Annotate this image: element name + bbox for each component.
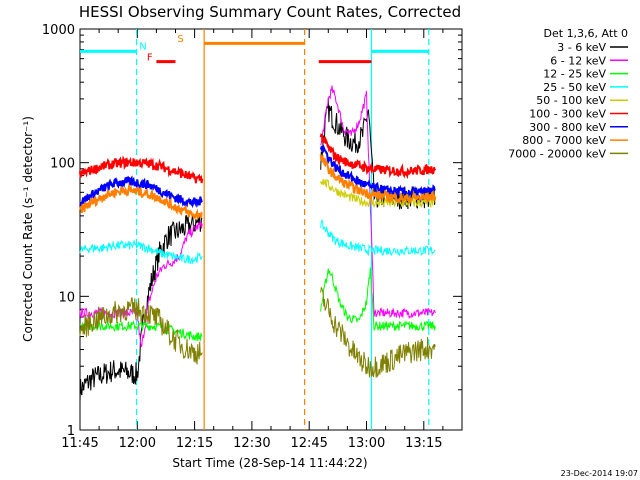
series-line — [320, 267, 436, 332]
x-tick-label: 12:45 — [290, 436, 327, 451]
x-axis-label: Start Time (28-Sep-14 11:44:22) — [172, 456, 367, 470]
series-group — [79, 144, 436, 209]
series-line — [320, 85, 436, 320]
series-line — [320, 219, 436, 257]
flag-label: S — [177, 34, 183, 45]
legend-label: 3 - 6 keV — [557, 41, 606, 54]
x-tick-label: 12:15 — [176, 436, 213, 451]
series-line — [79, 220, 203, 348]
legend-label: 100 - 300 keV — [529, 108, 606, 121]
x-tick-label: 12:30 — [233, 436, 270, 451]
legend-label: 12 - 25 keV — [543, 68, 606, 81]
x-tick-label: 12:00 — [119, 436, 156, 451]
series-line — [79, 320, 203, 342]
series-line — [320, 286, 436, 378]
series-line — [79, 182, 203, 220]
y-tick-label: 1 — [67, 424, 75, 439]
y-tick-label: 1000 — [42, 23, 75, 38]
flag-label: N — [139, 42, 146, 53]
legend-label: 800 - 7000 keV — [522, 134, 606, 147]
x-tick-label: 13:15 — [405, 436, 442, 451]
legend-label: 50 - 100 keV — [536, 94, 606, 107]
timestamp: 23-Dec-2014 19:07 — [561, 469, 638, 478]
legend-label: 7000 - 20000 keV — [508, 147, 606, 160]
plot-area: 1 10 100 1000 11:45 12:00 12:15 12:30 12:45 13:00… — [42, 23, 463, 451]
series-line — [319, 144, 436, 199]
y-axis-label: Corrected Count Rate (s⁻¹ detector⁻¹) — [21, 116, 35, 342]
series-line — [320, 178, 436, 209]
legend-label: 300 - 800 keV — [529, 121, 606, 134]
series-line — [79, 155, 204, 184]
series-group — [79, 219, 436, 265]
series-group — [79, 133, 437, 184]
series-group — [79, 267, 436, 342]
legend-label: 25 - 50 keV — [543, 81, 606, 94]
y-tick-label: 10 — [58, 290, 75, 305]
y-tick-label: 100 — [50, 157, 75, 172]
x-tick-label: 11:45 — [61, 436, 98, 451]
series-line — [79, 175, 203, 209]
plot-frame — [79, 28, 463, 431]
series-group — [79, 286, 436, 378]
legend-label: 6 - 12 keV — [550, 54, 606, 67]
series-group — [320, 178, 436, 209]
legend-header: Det 1,3,6, Att 0 — [544, 27, 628, 40]
flag-label: F — [147, 53, 153, 64]
series-line — [319, 133, 437, 180]
chart-title: HESSI Observing Summary Count Rates, Cor… — [79, 3, 461, 21]
x-tick-label: 13:00 — [348, 436, 385, 451]
series-group — [79, 154, 437, 220]
series-line — [79, 213, 203, 402]
series-line — [79, 239, 203, 265]
series-line — [79, 297, 203, 365]
series-group — [79, 85, 436, 348]
series-line — [319, 154, 437, 205]
